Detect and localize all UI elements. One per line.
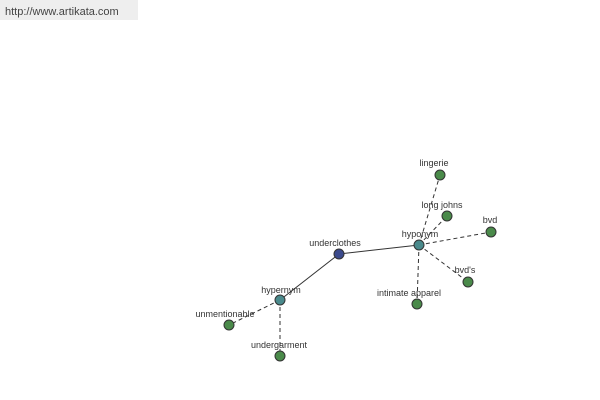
node-label: bvd bbox=[483, 215, 498, 225]
node-label: hyponym bbox=[402, 229, 439, 239]
node-label: underclothes bbox=[309, 238, 361, 248]
node-label: lingerie bbox=[419, 158, 448, 168]
url-box bbox=[0, 0, 138, 20]
node[interactable] bbox=[485, 226, 497, 238]
labels: underclothes hyponym hypernym lingerie l… bbox=[195, 158, 497, 350]
nodes bbox=[223, 169, 497, 362]
edge bbox=[418, 174, 441, 246]
node-label: long johns bbox=[421, 200, 463, 210]
edge bbox=[416, 244, 420, 305]
node[interactable] bbox=[462, 276, 474, 288]
node[interactable] bbox=[434, 169, 446, 181]
node[interactable] bbox=[441, 210, 453, 222]
node[interactable] bbox=[333, 248, 345, 260]
edge bbox=[228, 299, 281, 326]
node[interactable] bbox=[274, 350, 286, 362]
edge bbox=[338, 244, 420, 255]
node[interactable] bbox=[274, 294, 286, 306]
edge bbox=[279, 253, 340, 301]
node-label: undergarment bbox=[251, 340, 308, 350]
edge bbox=[418, 231, 492, 246]
edges bbox=[228, 174, 492, 356]
url[interactable]: http://www.artikata.com bbox=[5, 6, 119, 18]
node-label: bvd's bbox=[455, 265, 476, 275]
edge bbox=[418, 244, 469, 283]
node[interactable] bbox=[413, 239, 425, 251]
node-label: hypernym bbox=[261, 285, 301, 295]
node[interactable] bbox=[223, 319, 235, 331]
node-label: intimate apparel bbox=[377, 288, 441, 298]
node[interactable] bbox=[411, 298, 423, 310]
node-label: unmentionable bbox=[195, 309, 254, 319]
